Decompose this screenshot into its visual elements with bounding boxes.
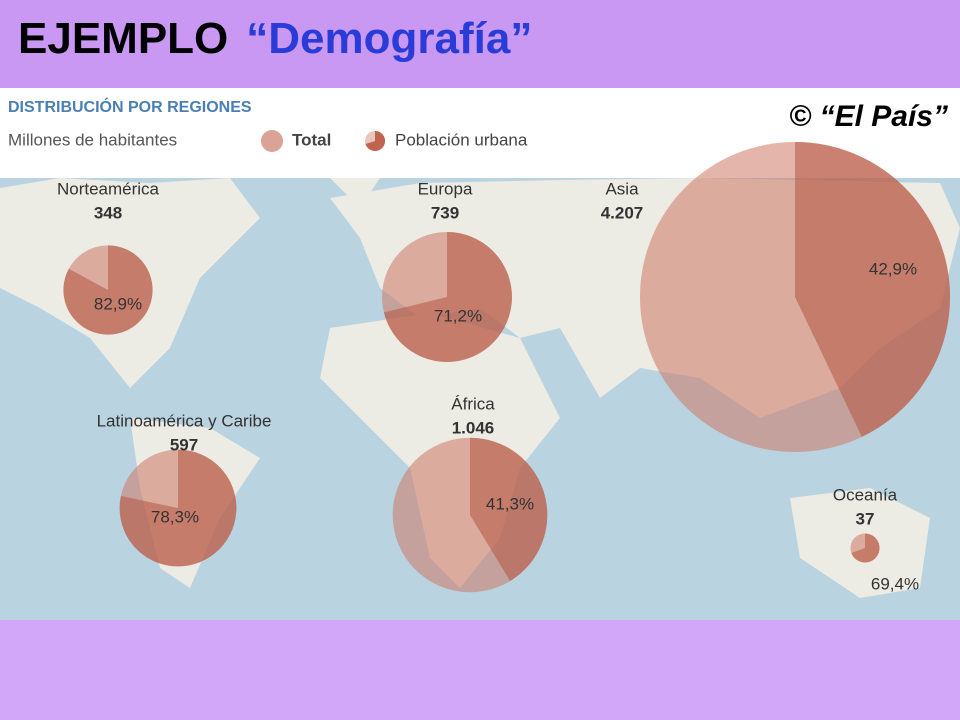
- region-total: 597: [170, 435, 198, 454]
- legend-total: Total: [292, 130, 331, 149]
- legend-urban-icon: [365, 130, 386, 151]
- credit: © “El País”: [789, 100, 948, 133]
- urban-label: 82,9%: [94, 294, 142, 313]
- region-name: Europa: [418, 179, 473, 198]
- map-heading: DISTRIBUCIÓN POR REGIONES: [8, 97, 252, 116]
- urban-label: 69,4%: [871, 574, 919, 593]
- map: DISTRIBUCIÓN POR REGIONES Millones de ha…: [0, 88, 960, 620]
- urban-label: 41,3%: [486, 494, 534, 513]
- pie-urban: [383, 232, 512, 362]
- map-units: Millones de habitantes: [8, 130, 177, 149]
- pie-urban: [63, 245, 153, 335]
- region-name: Latinoamérica y Caribe: [97, 411, 272, 430]
- title-bar: [0, 0, 960, 88]
- region-name: Norteamérica: [57, 179, 160, 198]
- pie-urban: [470, 437, 548, 582]
- urban-label: 42,9%: [869, 259, 917, 278]
- slide-title: EJEMPLO “Demografía”: [18, 14, 532, 64]
- region-total: 348: [94, 203, 122, 222]
- legend-urban: Población urbana: [395, 130, 528, 149]
- urban-label: 78,3%: [151, 507, 199, 526]
- region-total: 4.207: [601, 203, 644, 222]
- pie-urban: [795, 141, 951, 437]
- region-name: Asia: [605, 179, 639, 198]
- pie-urban: [851, 533, 880, 563]
- region-total: 1.046: [452, 418, 495, 437]
- pie-urban: [119, 449, 237, 567]
- urban-label: 71,2%: [434, 306, 482, 325]
- region-name: Oceanía: [833, 485, 898, 504]
- region-total: 37: [856, 509, 875, 528]
- region-name: África: [451, 394, 495, 413]
- title-text: EJEMPLO: [18, 14, 229, 63]
- title-subject: “Demografía”: [246, 14, 533, 63]
- legend-total-icon: [261, 130, 283, 152]
- region-total: 739: [431, 203, 459, 222]
